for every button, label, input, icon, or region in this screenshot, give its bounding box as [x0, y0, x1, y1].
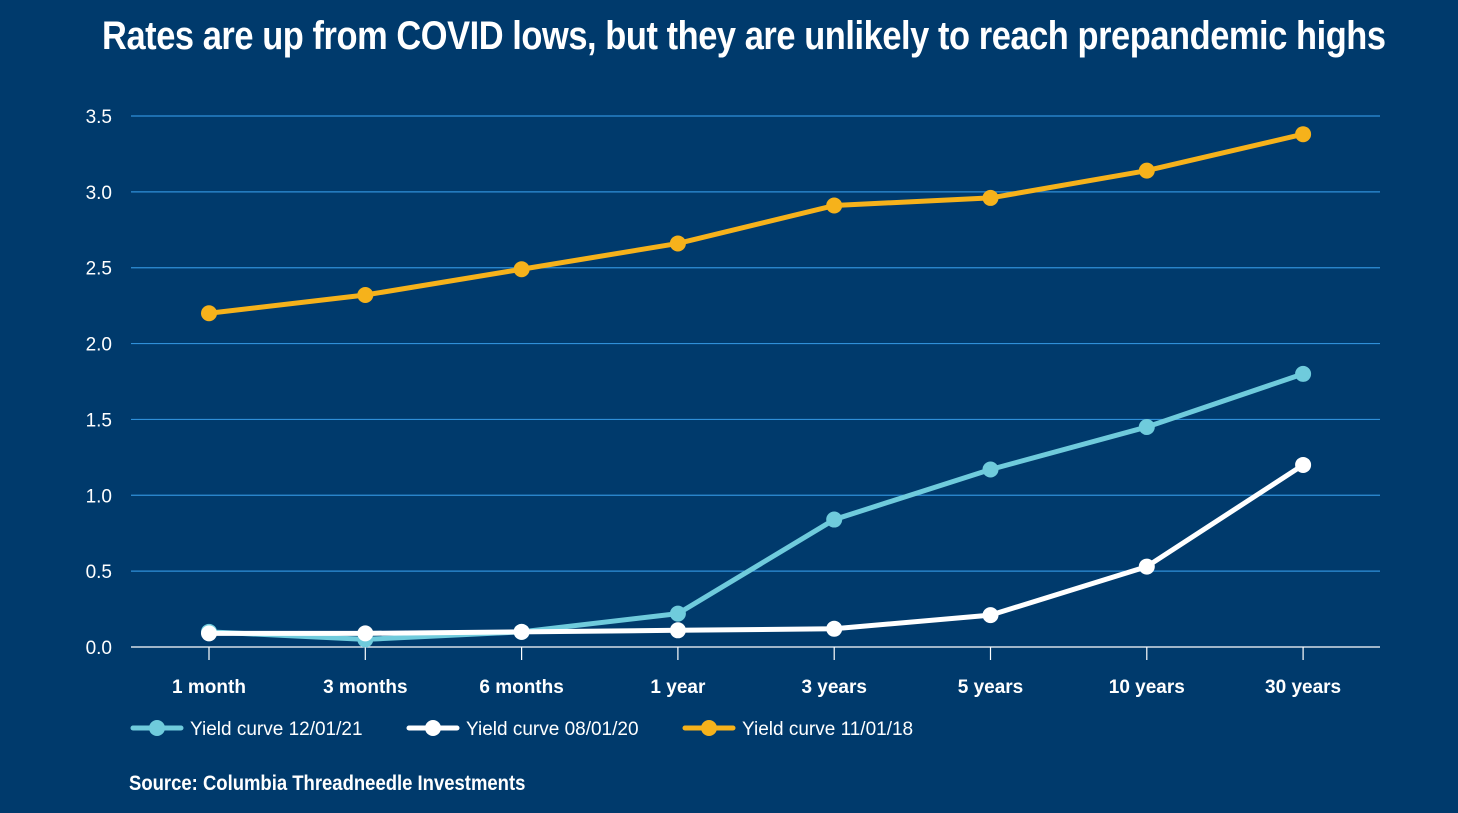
legend-label: Yield curve 08/01/20	[466, 719, 639, 740]
legend-swatch-marker	[701, 720, 717, 736]
data-point	[669, 622, 686, 639]
x-tick-label: 10 years	[1109, 677, 1185, 698]
chart-title: Rates are up from COVID lows, but they a…	[102, 14, 1386, 58]
data-point	[982, 461, 999, 478]
x-axis: 1 month 3 months 6 months 1 year 3 years 5 ye…	[131, 646, 1380, 698]
series-lines	[201, 126, 1312, 648]
data-point	[201, 625, 217, 642]
series-0	[201, 365, 1312, 648]
data-point	[669, 605, 686, 622]
y-tick-label: 0.0	[86, 638, 112, 659]
data-point	[1138, 419, 1155, 436]
x-tick-label: 6 months	[479, 677, 563, 698]
legend-label: Yield curve 12/01/21	[190, 719, 363, 740]
x-tick-label: 3 years	[801, 677, 867, 698]
legend-item: Yield curve 08/01/20	[406, 719, 639, 740]
series-line	[206, 371, 1306, 642]
data-point	[513, 623, 530, 640]
data-point	[357, 287, 374, 304]
data-point	[201, 305, 217, 322]
legend-swatch-marker	[149, 720, 165, 736]
x-tick-label: 1 month	[172, 677, 246, 698]
legend-swatch-marker	[425, 720, 441, 736]
series-line	[206, 131, 1306, 316]
x-tick-label: 1 year	[650, 677, 706, 698]
x-tick-label: 30 years	[1265, 677, 1341, 698]
data-point	[982, 189, 999, 206]
y-tick-label: 1.0	[86, 486, 112, 507]
y-tick-label: 2.5	[86, 259, 112, 280]
x-tick-label: 5 years	[958, 677, 1024, 698]
series-2	[201, 126, 1312, 322]
data-point	[1295, 365, 1312, 382]
x-tick-label: 3 months	[323, 677, 407, 698]
data-point	[1138, 162, 1155, 179]
data-point	[357, 625, 374, 642]
grid-lines	[131, 115, 1380, 572]
y-tick-label: 3.0	[86, 183, 112, 204]
y-tick-label: 0.5	[86, 562, 112, 583]
series-line	[206, 462, 1306, 636]
data-point	[826, 511, 843, 528]
y-tick-label: 1.5	[86, 410, 112, 431]
legend-item: Yield curve 11/01/18	[682, 719, 913, 740]
data-point	[1138, 558, 1155, 575]
legend-item: Yield curve 12/01/21	[130, 719, 363, 740]
data-point	[826, 197, 843, 214]
series-1	[201, 456, 1312, 642]
data-point	[982, 607, 999, 624]
data-point	[669, 235, 686, 252]
data-point	[1295, 456, 1312, 473]
data-point	[826, 620, 843, 637]
legend-label: Yield curve 11/01/18	[742, 719, 913, 740]
y-tick-label: 2.0	[86, 335, 112, 356]
y-axis-tick-labels: 0.0 0.5 1.0 1.5 2.0 2.5 3.0 3.5	[86, 107, 112, 659]
legend: Yield curve 12/01/21 Yield curve 08/01/20…	[130, 719, 913, 740]
source-note: Source: Columbia Threadneedle Investment…	[129, 772, 526, 795]
data-point	[513, 261, 530, 278]
data-point	[1295, 126, 1312, 143]
y-tick-label: 3.5	[86, 107, 112, 128]
